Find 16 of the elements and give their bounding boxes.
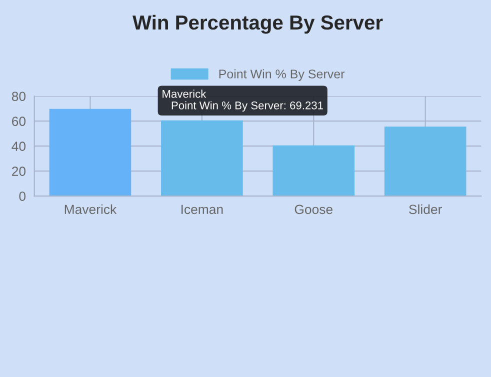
annotation: Maverick Point Win % By Server: 69.231	[162, 90, 323, 112]
legend-label: Point Win % By Server	[219, 69, 345, 81]
y-tick-label: 40	[12, 142, 26, 151]
y-tick-label: 60	[12, 116, 26, 126]
bar	[49, 108, 132, 196]
x-tick-label: Slider	[409, 204, 442, 214]
x-tick-label: Goose	[294, 204, 332, 214]
x-tick-label: Maverick	[64, 204, 117, 214]
chart-title: Win Percentage By Server	[132, 14, 383, 34]
bar	[272, 145, 355, 196]
y-tick-label: 20	[12, 166, 26, 176]
x-tick-label: Iceman	[182, 204, 223, 214]
y-tick-label: 0	[19, 192, 26, 201]
bar	[161, 120, 243, 196]
y-tick-label: 80	[12, 92, 26, 102]
bar	[384, 126, 466, 196]
